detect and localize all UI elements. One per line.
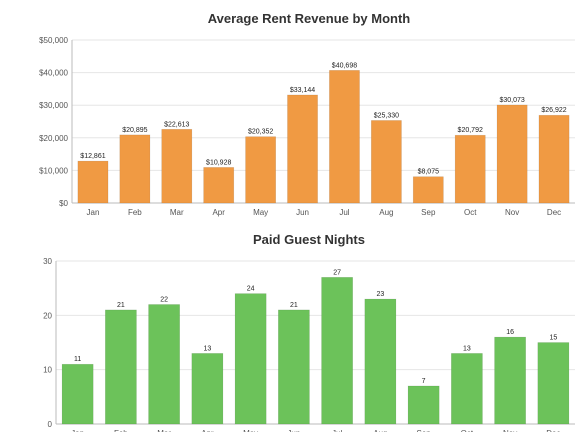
guest-nights-x-tick-label: Oct — [461, 429, 474, 432]
guest-nights-bar-jun — [278, 309, 310, 425]
guest-nights-bar-nov — [494, 336, 526, 425]
guest-nights-bar-dec — [537, 342, 570, 425]
revenue-bar-feb — [119, 134, 151, 204]
revenue-y-tick-label: $10,000 — [39, 166, 68, 175]
guest-nights-x-tick-label: Mar — [157, 429, 171, 432]
revenue-bar-jun — [287, 94, 318, 204]
revenue-bar-jul — [329, 70, 360, 204]
revenue-bar-aug — [370, 120, 402, 204]
revenue-data-label: $33,144 — [290, 87, 315, 94]
revenue-y-tick-label: $20,000 — [39, 134, 68, 143]
revenue-y-tick-label: $50,000 — [39, 36, 68, 45]
guest-nights-bar-sep — [407, 385, 440, 425]
revenue-x-tick-label: May — [253, 208, 268, 217]
revenue-bar-jan — [77, 160, 109, 204]
guest-nights-x-tick-label: Nov — [503, 429, 517, 432]
revenue-data-label: $20,792 — [458, 127, 483, 134]
guest-nights-bar-feb — [105, 309, 137, 425]
guest-nights-x-tick-label: Jun — [287, 429, 300, 432]
revenue-data-label: $30,073 — [499, 97, 524, 104]
guest-nights-data-label: 27 — [333, 269, 341, 276]
guest-nights-x-tick-label: Feb — [114, 429, 128, 432]
guest-nights-chart: Paid Guest Nights 0 10 20 30 11 Jan 21 Feb 22 Mar… — [43, 232, 575, 432]
guest-nights-x-tick-label: May — [243, 429, 258, 432]
guest-nights-x-tick-label: Aug — [373, 429, 387, 432]
revenue-x-tick-label: Apr — [212, 208, 225, 217]
revenue-chart-title: Average Rent Revenue by Month — [208, 11, 411, 26]
revenue-x-tick-label: Aug — [379, 208, 393, 217]
revenue-data-label: $8,075 — [418, 169, 440, 176]
revenue-x-tick-label: Jun — [296, 208, 309, 217]
revenue-x-tick-label: Dec — [547, 208, 561, 217]
revenue-bar-dec — [538, 114, 570, 204]
revenue-data-label: $25,330 — [374, 112, 399, 119]
revenue-data-label: $20,895 — [122, 127, 147, 134]
revenue-bar-may — [245, 136, 277, 204]
guest-nights-x-tick-label: Sep — [417, 429, 432, 432]
guest-nights-data-label: 23 — [376, 291, 384, 298]
revenue-data-label: $26,922 — [541, 107, 566, 114]
revenue-x-tick-label: Nov — [505, 208, 519, 217]
guest-nights-bar-may — [234, 293, 267, 425]
guest-nights-x-tick-label: Jan — [71, 429, 84, 432]
guest-nights-y-tick-label: 0 — [48, 420, 53, 429]
guest-nights-x-tick-label: Dec — [546, 429, 560, 432]
revenue-x-tick-label: Jul — [339, 208, 349, 217]
revenue-y-tick-label: $0 — [59, 199, 68, 208]
revenue-x-tick-label: Sep — [421, 208, 436, 217]
revenue-x-tick-label: Oct — [464, 208, 477, 217]
revenue-data-label: $10,928 — [206, 159, 231, 166]
revenue-x-tick-label: Jan — [87, 208, 100, 217]
guest-nights-data-label: 16 — [506, 329, 514, 336]
guest-nights-y-tick-label: 30 — [43, 257, 52, 266]
guest-nights-bar-jan — [61, 363, 94, 425]
guest-nights-x-tick-label: Apr — [201, 429, 214, 432]
guest-nights-bar-apr — [191, 353, 224, 425]
guest-nights-bar-jul — [321, 276, 353, 425]
revenue-bar-mar — [161, 128, 193, 204]
revenue-x-tick-label: Mar — [170, 208, 184, 217]
revenue-data-label: $12,861 — [80, 153, 105, 160]
revenue-y-tick-label: $30,000 — [39, 101, 68, 110]
guest-nights-bar-mar — [148, 304, 180, 425]
revenue-chart: Average Rent Revenue by Month $0 $10,000 $… — [39, 11, 575, 217]
guest-nights-data-label: 15 — [549, 335, 557, 342]
revenue-data-label: $40,698 — [332, 62, 357, 69]
revenue-bar-sep — [412, 176, 444, 204]
guest-nights-y-tick-label: 10 — [43, 366, 52, 375]
guest-nights-data-label: 24 — [247, 286, 255, 293]
guest-nights-bar-aug — [364, 298, 397, 425]
guest-nights-bar-oct — [451, 353, 483, 425]
guest-nights-data-label: 11 — [74, 356, 81, 363]
revenue-x-tick-label: Feb — [128, 208, 142, 217]
revenue-y-tick-label: $40,000 — [39, 69, 68, 78]
revenue-data-label: $22,613 — [164, 121, 189, 128]
revenue-data-label: $20,352 — [248, 129, 273, 136]
guest-nights-data-label: 21 — [290, 302, 298, 309]
guest-nights-data-label: 13 — [463, 345, 471, 352]
revenue-bar-oct — [454, 134, 486, 204]
guest-nights-data-label: 22 — [160, 296, 168, 303]
guest-nights-x-tick-label: Jul — [332, 429, 342, 432]
guest-nights-y-tick-label: 20 — [43, 311, 52, 320]
guest-nights-data-label: 7 — [422, 378, 426, 385]
revenue-bar-nov — [496, 104, 528, 204]
guest-nights-data-label: 13 — [203, 345, 211, 352]
revenue-bar-apr — [203, 167, 235, 204]
guest-nights-chart-title: Paid Guest Nights — [253, 232, 365, 247]
guest-nights-data-label: 21 — [117, 302, 125, 309]
